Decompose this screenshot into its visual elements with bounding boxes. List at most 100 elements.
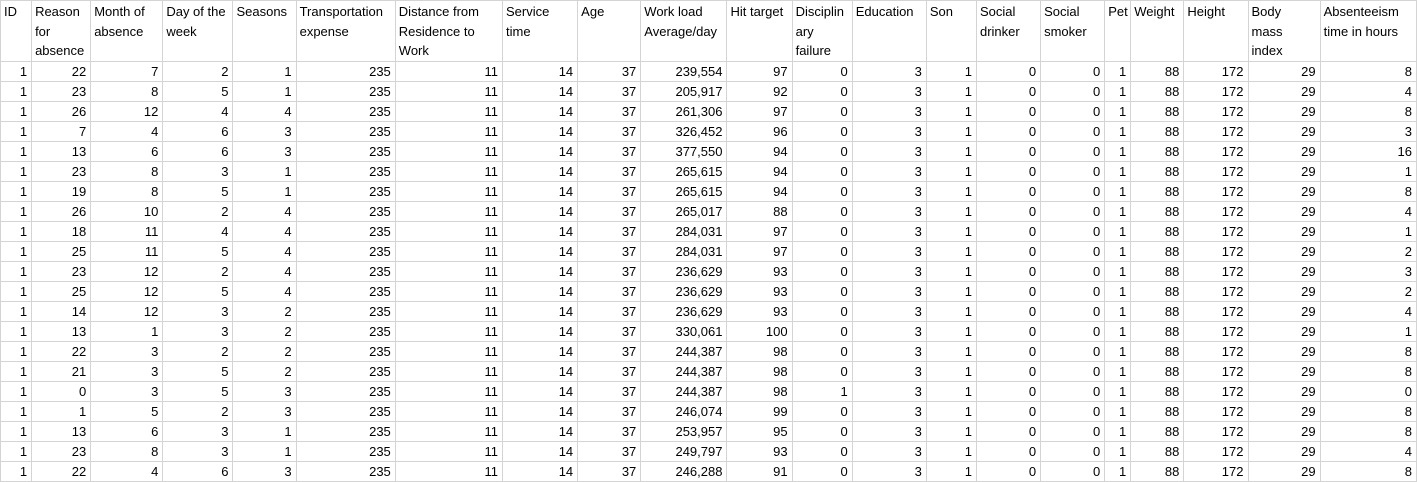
table-cell[interactable]: 1 (1104, 80, 1132, 102)
table-cell[interactable]: 37 (577, 400, 642, 422)
table-cell[interactable]: 1 (0, 200, 33, 222)
table-cell[interactable]: 3 (851, 460, 927, 482)
table-cell[interactable]: 0 (975, 260, 1042, 282)
table-cell[interactable]: 3 (1319, 260, 1417, 282)
table-cell[interactable]: 95 (726, 420, 793, 442)
table-cell[interactable]: 1 (90, 320, 164, 342)
table-cell[interactable]: 172 (1183, 180, 1249, 202)
table-cell[interactable]: 1 (925, 380, 977, 402)
table-cell[interactable]: 88 (1130, 420, 1185, 442)
table-cell[interactable]: 172 (1183, 60, 1249, 82)
table-cell[interactable]: 29 (1247, 200, 1321, 222)
table-cell[interactable]: 23 (31, 440, 92, 462)
table-cell[interactable]: 235 (295, 400, 396, 422)
table-cell[interactable]: 1 (1104, 460, 1132, 482)
table-cell[interactable]: 0 (791, 400, 853, 422)
table-cell[interactable]: 284,031 (640, 240, 728, 262)
table-cell[interactable]: 3 (851, 380, 927, 402)
table-cell[interactable]: 4 (232, 200, 297, 222)
table-cell[interactable]: 1 (1104, 60, 1132, 82)
table-cell[interactable]: 100 (726, 320, 793, 342)
table-cell[interactable]: 6 (90, 420, 164, 442)
table-cell[interactable]: 0 (1040, 160, 1106, 182)
table-cell[interactable]: 1 (0, 60, 33, 82)
table-cell[interactable]: 1 (31, 400, 92, 422)
table-cell[interactable]: 0 (1040, 100, 1106, 122)
table-cell[interactable]: 37 (577, 140, 642, 162)
table-cell[interactable]: 23 (31, 160, 92, 182)
table-cell[interactable]: 1 (0, 100, 33, 122)
table-cell[interactable]: 11 (394, 360, 504, 382)
table-cell[interactable]: 0 (1040, 340, 1106, 362)
table-cell[interactable]: 236,629 (640, 280, 728, 302)
table-cell[interactable]: 0 (1040, 180, 1106, 202)
table-cell[interactable]: 0 (1040, 220, 1106, 242)
table-cell[interactable]: 172 (1183, 460, 1249, 482)
table-cell[interactable]: 1 (1104, 380, 1132, 402)
table-cell[interactable]: 25 (31, 280, 92, 302)
table-cell[interactable]: 1 (0, 360, 33, 382)
table-cell[interactable]: 0 (975, 220, 1042, 242)
table-cell[interactable]: 0 (975, 180, 1042, 202)
table-cell[interactable]: 91 (726, 460, 793, 482)
table-cell[interactable]: 88 (1130, 280, 1185, 302)
table-cell[interactable]: 1 (925, 120, 977, 142)
table-cell[interactable]: 0 (791, 240, 853, 262)
table-cell[interactable]: 0 (791, 100, 853, 122)
table-cell[interactable]: 23 (31, 80, 92, 102)
table-cell[interactable]: 11 (394, 320, 504, 342)
table-cell[interactable]: 1 (1104, 260, 1132, 282)
table-cell[interactable]: 29 (1247, 420, 1321, 442)
table-cell[interactable]: 37 (577, 440, 642, 462)
table-cell[interactable]: 1 (925, 80, 977, 102)
table-cell[interactable]: 8 (1319, 360, 1417, 382)
column-header[interactable]: Social drinker (975, 0, 1042, 62)
table-cell[interactable]: 1 (0, 460, 33, 482)
table-cell[interactable]: 330,061 (640, 320, 728, 342)
table-cell[interactable]: 1 (0, 220, 33, 242)
table-cell[interactable]: 3 (851, 260, 927, 282)
table-cell[interactable]: 14 (502, 80, 579, 102)
table-cell[interactable]: 0 (975, 400, 1042, 422)
table-cell[interactable]: 11 (394, 260, 504, 282)
table-cell[interactable]: 29 (1247, 360, 1321, 382)
table-cell[interactable]: 22 (31, 60, 92, 82)
column-header[interactable]: Seasons (232, 0, 297, 62)
table-cell[interactable]: 1 (0, 280, 33, 302)
table-cell[interactable]: 88 (726, 200, 793, 222)
table-cell[interactable]: 29 (1247, 260, 1321, 282)
table-cell[interactable]: 19 (31, 180, 92, 202)
table-cell[interactable]: 1 (925, 140, 977, 162)
table-cell[interactable]: 11 (394, 240, 504, 262)
table-cell[interactable]: 3 (232, 140, 297, 162)
table-cell[interactable]: 14 (502, 260, 579, 282)
table-cell[interactable]: 2 (162, 260, 234, 282)
table-cell[interactable]: 12 (90, 260, 164, 282)
table-cell[interactable]: 0 (975, 160, 1042, 182)
table-cell[interactable]: 3 (851, 220, 927, 242)
table-cell[interactable]: 37 (577, 160, 642, 182)
table-cell[interactable]: 29 (1247, 240, 1321, 262)
table-cell[interactable]: 172 (1183, 380, 1249, 402)
table-cell[interactable]: 0 (791, 280, 853, 302)
column-header[interactable]: Social smoker (1040, 0, 1106, 62)
table-cell[interactable]: 1 (1104, 440, 1132, 462)
table-cell[interactable]: 1 (232, 60, 297, 82)
table-cell[interactable]: 5 (90, 400, 164, 422)
table-cell[interactable]: 172 (1183, 120, 1249, 142)
column-header[interactable]: Reason for absence (31, 0, 92, 62)
table-cell[interactable]: 1 (925, 440, 977, 462)
table-cell[interactable]: 14 (502, 300, 579, 322)
table-cell[interactable]: 172 (1183, 80, 1249, 102)
table-cell[interactable]: 88 (1130, 220, 1185, 242)
table-cell[interactable]: 8 (1319, 100, 1417, 122)
table-cell[interactable]: 2 (162, 340, 234, 362)
table-cell[interactable]: 25 (31, 240, 92, 262)
table-cell[interactable]: 1 (0, 80, 33, 102)
table-cell[interactable]: 246,074 (640, 400, 728, 422)
table-cell[interactable]: 1 (0, 380, 33, 402)
table-cell[interactable]: 0 (1040, 80, 1106, 102)
table-cell[interactable]: 0 (791, 160, 853, 182)
table-cell[interactable]: 3 (90, 340, 164, 362)
table-cell[interactable]: 1 (1104, 400, 1132, 422)
